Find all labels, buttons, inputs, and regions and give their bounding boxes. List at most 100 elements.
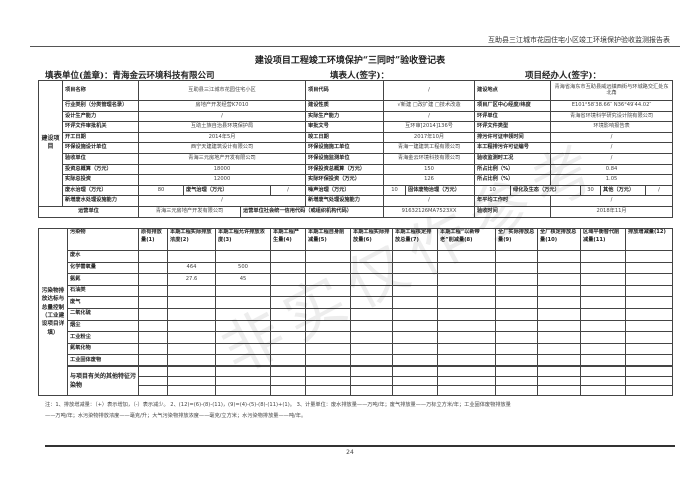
field-value: / <box>137 195 307 207</box>
field-label: 新增废水处理设施能力 <box>62 195 139 207</box>
cell-value <box>167 385 216 396</box>
field-value: √新建 □改扩建 □技术改造 <box>383 100 476 112</box>
cell-value <box>350 273 393 286</box>
cell-value <box>305 331 351 344</box>
field-label: 运营单位社会统一信用代码（或组织机构代码） <box>239 205 385 218</box>
field-value: 房地产开发经营K7010 <box>137 100 307 112</box>
column-header: 原有排放量(1) <box>138 228 168 251</box>
table-row: 工业固体废物 <box>39 354 673 367</box>
cell-value <box>580 354 626 367</box>
field-value: 互环审[2014]136号 <box>383 121 476 133</box>
cell-value <box>167 365 216 377</box>
cell-value <box>305 342 351 356</box>
field-label: 验收时间 <box>474 205 552 218</box>
column-header: 全厂实际排放总量(9) <box>495 228 538 251</box>
cell-value <box>392 375 438 387</box>
cell-value <box>138 331 168 344</box>
cell-value <box>437 250 496 263</box>
cell-value <box>537 354 581 367</box>
field-label: 废气治理（万元） <box>183 184 271 197</box>
field-value: 西宁天建建筑设计有限公司 <box>137 142 307 154</box>
cell-value <box>437 261 496 275</box>
field-value: 环境影响报告表 <box>550 121 674 133</box>
field-label: 噪声治理（万元） <box>305 184 385 197</box>
field-label: 环评文件类型 <box>474 121 552 133</box>
field-value: / <box>550 142 674 154</box>
cell-value <box>138 375 168 387</box>
cell-value <box>138 342 168 356</box>
cell-value <box>495 284 538 298</box>
field-label: 验收单位 <box>62 152 139 165</box>
cell-value <box>167 354 216 367</box>
note-line: 注：1、排放增减量：（+）表示增加，（-）表示减少。 2、(12)=(6)-(8… <box>45 402 511 408</box>
cell-value <box>495 250 538 263</box>
column-header: 区域平衡替代削减量(11) <box>580 228 626 251</box>
cell-value <box>350 284 393 298</box>
cell-value <box>625 284 673 298</box>
table-row: 行业类别（分类管理名录） 房地产开发经营K7010 建设性质 √新建 □改扩建 □技术… <box>39 100 674 112</box>
cell-value <box>495 307 538 321</box>
cell-value <box>580 261 626 275</box>
pollutant-name: 废水 <box>67 250 139 263</box>
table-row: 投资总概算（万元） 18000 环保投资总概算（万元） 150 所占比例（%） 0.84 <box>39 163 674 176</box>
cell-value: 27.6 <box>167 273 216 286</box>
cell-value <box>167 284 216 298</box>
field-value: / <box>269 184 307 197</box>
cell-value <box>350 319 393 333</box>
cell-value <box>392 385 438 396</box>
field-value: 150 <box>383 163 476 176</box>
project-info-table: 建设项目 项目名称 互助县三江城市花园住宅小区 项目代码 / 建设地点 青海省海东市互助县威… <box>38 80 674 218</box>
field-label: 环评单位 <box>474 110 552 123</box>
field-value: 30 <box>580 184 602 197</box>
cell-value <box>138 385 168 396</box>
page-title: 建设项目工程竣工环境保护“三同时”验收登记表 <box>254 56 446 66</box>
cell-value <box>625 273 673 286</box>
cell-value <box>437 284 496 298</box>
table-row: 开工日期 2014年5月 竣工日期 2017年10月 排污许可证申领时间 / <box>39 131 674 144</box>
table-row: 与项目有关的其他特征污染物 <box>39 365 673 397</box>
cell-value <box>495 319 538 333</box>
cell-value <box>270 284 306 298</box>
cell-value <box>270 319 306 333</box>
note-line: ——万吨/年；水污染物排放浓度——毫克/升；大气污染物排放浓度——毫克/立方米；… <box>45 413 307 420</box>
field-value: 91632126MA7523XX <box>383 205 476 218</box>
field-label: 实际环保投资（万元） <box>305 174 385 186</box>
cell-value <box>138 296 168 309</box>
cell-value <box>580 375 626 387</box>
pollutant-name: 工业粉尘 <box>67 331 139 344</box>
cell-value <box>305 354 351 367</box>
field-label: 环保设施监测单位 <box>305 152 385 165</box>
cell-value <box>305 273 351 286</box>
field-value: 2014年5月 <box>137 131 307 144</box>
field-value: 18000 <box>137 163 307 176</box>
pollutant-name: 氮氧化物 <box>67 342 139 356</box>
column-header: 本期工程实际排放浓度(2) <box>167 228 216 251</box>
pollutant-name: 石油类 <box>67 284 139 298</box>
field-label: 年平均工作时 <box>474 195 552 207</box>
page-number: 24 <box>346 449 354 456</box>
cell-value <box>392 342 438 356</box>
cell-value <box>437 331 496 344</box>
cell-value <box>392 319 438 333</box>
table-row: 氨氮 27.6 45 <box>39 273 673 286</box>
field-label: 实际生产能力 <box>305 110 385 123</box>
field-label: 实际总投资 <box>62 174 139 186</box>
cell-value <box>537 307 581 321</box>
cell-value <box>215 354 271 367</box>
field-value: 10 <box>474 184 512 197</box>
cell-value <box>270 296 306 309</box>
field-label: 环保投资总概算（万元） <box>305 163 385 176</box>
cell-value <box>537 250 581 263</box>
cell-value <box>392 261 438 275</box>
field-value: 青海省海东市互助县威远镇西街与环城路交汇处东北角 <box>550 80 674 101</box>
cell-value <box>495 375 538 387</box>
cell-value <box>215 385 271 396</box>
field-value: 0.84 <box>550 163 674 176</box>
cell-value <box>270 331 306 344</box>
cell-value <box>537 331 581 344</box>
cell-value <box>537 365 581 377</box>
fill-unit: 填表单位(盖章)：青海金云环境科技有限公司 <box>45 71 215 81</box>
pollutant-name: 工业固体废物 <box>67 354 139 367</box>
cell-value <box>215 319 271 333</box>
table-row: 二氧化硫 <box>39 307 673 321</box>
